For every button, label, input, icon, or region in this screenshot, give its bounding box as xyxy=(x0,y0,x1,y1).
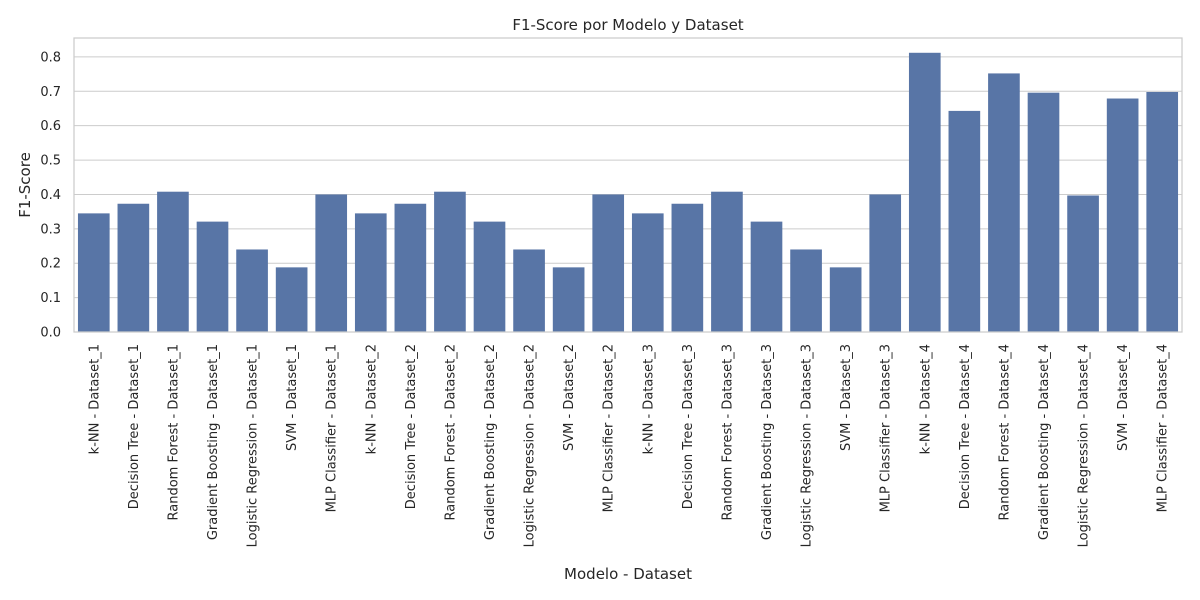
x-tick-label: MLP Classifier - Dataset_3 xyxy=(879,344,894,512)
x-tick-label: Decision Tree - Dataset_2 xyxy=(404,344,419,509)
x-tick-label: Random Forest - Dataset_4 xyxy=(997,344,1012,520)
bar xyxy=(1067,195,1099,332)
x-tick-label: Logistic Regression - Dataset_1 xyxy=(246,344,261,547)
bar xyxy=(988,73,1020,332)
bar xyxy=(552,267,585,332)
bar xyxy=(196,221,229,332)
bars xyxy=(77,52,1179,333)
bar xyxy=(671,203,704,332)
y-axis-title: F1-Score xyxy=(16,152,34,218)
bar xyxy=(1146,91,1179,332)
bar xyxy=(236,249,268,332)
x-tick-label: Random Forest - Dataset_1 xyxy=(166,344,181,520)
x-tick-label: k-NN - Dataset_2 xyxy=(364,344,379,454)
bar xyxy=(157,191,189,332)
y-tick-label: 0.8 xyxy=(40,50,61,65)
bar xyxy=(869,194,902,332)
x-tick-label: MLP Classifier - Dataset_4 xyxy=(1156,344,1171,512)
y-tick-label: 0.4 xyxy=(40,188,61,203)
bar xyxy=(750,221,783,332)
bar xyxy=(711,191,743,332)
x-tick-label: SVM - Dataset_3 xyxy=(839,344,854,451)
bar xyxy=(473,221,506,332)
bar xyxy=(434,191,466,332)
bar xyxy=(592,194,625,332)
x-axis-title: Modelo - Dataset xyxy=(564,565,692,583)
bar xyxy=(790,249,822,332)
y-tick-label: 0.1 xyxy=(40,291,61,306)
x-tick-label: MLP Classifier - Dataset_1 xyxy=(325,344,340,512)
bar xyxy=(394,203,427,332)
bar xyxy=(117,203,150,332)
x-tick-label: k-NN - Dataset_4 xyxy=(918,344,933,454)
x-tick-label: Logistic Regression - Dataset_3 xyxy=(800,344,815,547)
bar xyxy=(315,194,348,332)
x-tick-label: Logistic Regression - Dataset_2 xyxy=(523,344,538,547)
y-tick-label: 0.5 xyxy=(40,154,61,169)
bar xyxy=(631,213,664,332)
y-tick-labels: 0.0 0.1 0.2 0.3 0.4 0.5 0.6 0.7 0.8 xyxy=(40,50,61,340)
bar xyxy=(513,249,545,332)
y-tick-label: 0.7 xyxy=(40,85,61,100)
x-tick-label: k-NN - Dataset_1 xyxy=(87,344,102,454)
chart-title: F1-Score por Modelo y Dataset xyxy=(512,16,743,34)
x-tick-label: SVM - Dataset_2 xyxy=(562,344,577,451)
bar xyxy=(354,213,387,332)
x-tick-label: Gradient Boosting - Dataset_4 xyxy=(1037,344,1052,540)
bar xyxy=(1027,92,1060,333)
plot-frame xyxy=(73,37,1183,333)
x-tick-label: Gradient Boosting - Dataset_2 xyxy=(483,344,498,540)
x-tick-label: Logistic Regression - Dataset_4 xyxy=(1077,344,1092,547)
x-tick-label: Decision Tree - Dataset_4 xyxy=(958,344,973,509)
x-tick-label: MLP Classifier - Dataset_2 xyxy=(602,344,617,512)
x-tick-label: SVM - Dataset_1 xyxy=(285,344,300,451)
bar xyxy=(829,267,862,332)
x-tick-label: Decision Tree - Dataset_3 xyxy=(681,344,696,509)
bar xyxy=(1106,98,1139,333)
x-tick-label: Random Forest - Dataset_2 xyxy=(443,344,458,520)
bar xyxy=(275,267,308,332)
x-tick-labels: k-NN - Dataset_1 Decision Tree - Dataset_… xyxy=(87,344,1170,547)
x-tick-label: Gradient Boosting - Dataset_1 xyxy=(206,344,221,540)
y-tick-label: 0.6 xyxy=(40,119,61,134)
x-tick-label: Random Forest - Dataset_3 xyxy=(720,344,735,520)
bar xyxy=(948,110,981,332)
x-tick-label: SVM - Dataset_4 xyxy=(1116,344,1131,451)
y-tick-label: 0.2 xyxy=(40,257,61,272)
y-tick-label: 0.3 xyxy=(40,222,61,237)
x-tick-label: Decision Tree - Dataset_1 xyxy=(127,344,142,509)
x-tick-label: Gradient Boosting - Dataset_3 xyxy=(760,344,775,540)
bar xyxy=(77,213,110,332)
x-tick-label: k-NN - Dataset_3 xyxy=(641,344,656,454)
bar xyxy=(908,52,941,333)
y-tick-label: 0.0 xyxy=(40,326,61,341)
